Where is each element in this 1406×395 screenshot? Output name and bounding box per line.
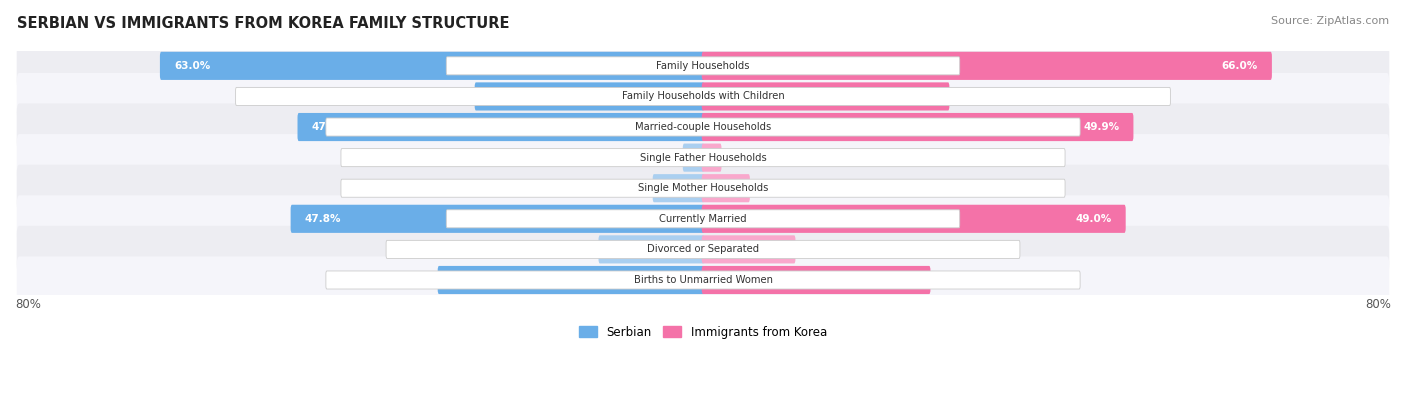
FancyBboxPatch shape: [340, 179, 1066, 197]
FancyBboxPatch shape: [236, 87, 1170, 105]
Legend: Serbian, Immigrants from Korea: Serbian, Immigrants from Korea: [575, 321, 831, 343]
FancyBboxPatch shape: [326, 118, 1080, 136]
FancyBboxPatch shape: [17, 103, 1389, 150]
Text: 47.0%: 47.0%: [312, 122, 349, 132]
FancyBboxPatch shape: [446, 57, 960, 75]
Text: 30.7%: 30.7%: [451, 275, 488, 285]
Text: 2.0%: 2.0%: [727, 152, 754, 163]
FancyBboxPatch shape: [17, 73, 1389, 120]
Text: 63.0%: 63.0%: [174, 61, 211, 71]
FancyBboxPatch shape: [702, 113, 1133, 141]
FancyBboxPatch shape: [340, 149, 1066, 167]
Text: Married-couple Households: Married-couple Households: [636, 122, 770, 132]
Text: 12.0%: 12.0%: [560, 245, 593, 254]
Text: 28.5%: 28.5%: [898, 91, 935, 102]
FancyBboxPatch shape: [702, 83, 949, 111]
FancyBboxPatch shape: [17, 42, 1389, 89]
Text: 49.0%: 49.0%: [1076, 214, 1112, 224]
FancyBboxPatch shape: [291, 205, 704, 233]
FancyBboxPatch shape: [17, 226, 1389, 273]
FancyBboxPatch shape: [702, 205, 1126, 233]
Text: Currently Married: Currently Married: [659, 214, 747, 224]
Text: 5.7%: 5.7%: [620, 183, 647, 193]
FancyBboxPatch shape: [17, 195, 1389, 243]
FancyBboxPatch shape: [599, 235, 704, 263]
FancyBboxPatch shape: [326, 271, 1080, 289]
Text: Divorced or Separated: Divorced or Separated: [647, 245, 759, 254]
Text: 80%: 80%: [1365, 298, 1391, 311]
Text: Single Father Households: Single Father Households: [640, 152, 766, 163]
FancyBboxPatch shape: [17, 165, 1389, 212]
FancyBboxPatch shape: [702, 266, 931, 294]
Text: 26.3%: 26.3%: [880, 275, 917, 285]
Text: Family Households: Family Households: [657, 61, 749, 71]
FancyBboxPatch shape: [702, 143, 721, 172]
FancyBboxPatch shape: [17, 256, 1389, 303]
Text: 10.6%: 10.6%: [801, 245, 834, 254]
Text: 80%: 80%: [15, 298, 41, 311]
Text: 5.3%: 5.3%: [755, 183, 782, 193]
Text: 2.2%: 2.2%: [651, 152, 678, 163]
Text: Single Mother Households: Single Mother Households: [638, 183, 768, 193]
Text: 66.0%: 66.0%: [1222, 61, 1258, 71]
FancyBboxPatch shape: [387, 241, 1019, 258]
FancyBboxPatch shape: [702, 52, 1272, 80]
Text: SERBIAN VS IMMIGRANTS FROM KOREA FAMILY STRUCTURE: SERBIAN VS IMMIGRANTS FROM KOREA FAMILY …: [17, 16, 509, 31]
Text: 26.4%: 26.4%: [489, 91, 526, 102]
FancyBboxPatch shape: [475, 83, 704, 111]
FancyBboxPatch shape: [446, 210, 960, 228]
Text: 49.9%: 49.9%: [1083, 122, 1119, 132]
Text: Family Households with Children: Family Households with Children: [621, 91, 785, 102]
FancyBboxPatch shape: [437, 266, 704, 294]
FancyBboxPatch shape: [17, 134, 1389, 181]
FancyBboxPatch shape: [702, 235, 796, 263]
Text: Source: ZipAtlas.com: Source: ZipAtlas.com: [1271, 16, 1389, 26]
FancyBboxPatch shape: [160, 52, 704, 80]
FancyBboxPatch shape: [702, 174, 749, 202]
FancyBboxPatch shape: [652, 174, 704, 202]
FancyBboxPatch shape: [683, 143, 704, 172]
Text: 47.8%: 47.8%: [305, 214, 342, 224]
Text: Births to Unmarried Women: Births to Unmarried Women: [634, 275, 772, 285]
FancyBboxPatch shape: [298, 113, 704, 141]
